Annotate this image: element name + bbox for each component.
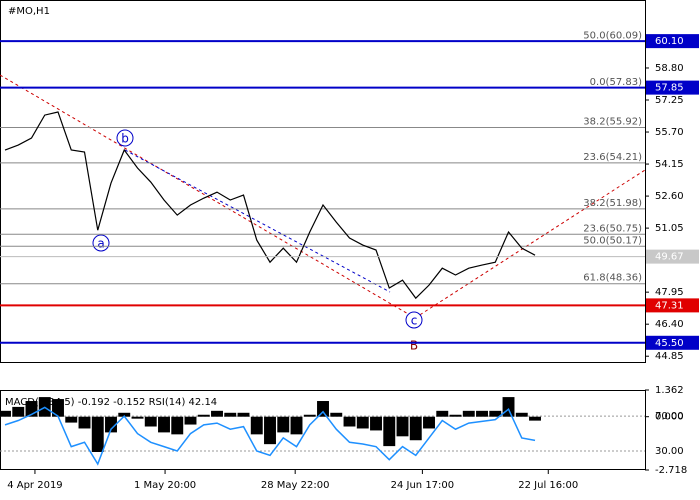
level-box	[646, 335, 699, 350]
macd-bar	[12, 406, 25, 417]
level-label: 57.85	[655, 83, 684, 94]
x-tick-label: 1 May 20:00	[134, 480, 196, 491]
macd-bar	[118, 412, 131, 417]
macd-tick-label: 0.000	[655, 412, 684, 423]
rsi-line	[4, 406, 536, 466]
fib-label: 23.6(50.75)	[583, 223, 642, 234]
rsi-tick-label: 70.00	[655, 411, 684, 422]
fib-label: 50.0(50.17)	[583, 235, 642, 246]
macd-tick-label: -2.718	[655, 465, 687, 476]
wave-label: B	[410, 339, 418, 353]
level-label: 47.31	[655, 300, 684, 311]
wave-circle	[116, 129, 134, 147]
y-tick-label: 55.70	[655, 127, 684, 138]
wave-circle	[405, 311, 423, 329]
macd-tick-label: 1.362	[655, 385, 684, 396]
level-box	[646, 298, 699, 313]
macd-bar	[52, 399, 64, 417]
macd-bar	[171, 416, 184, 435]
level-box	[646, 80, 699, 95]
fib-label: 50.0(60.09)	[583, 30, 642, 41]
macd-bar	[370, 416, 382, 431]
macd-bar	[343, 416, 356, 427]
macd-bar	[0, 410, 11, 417]
macd-bar	[515, 412, 528, 417]
macd-bar	[476, 410, 488, 417]
last-price-box	[646, 249, 699, 264]
wave-circle	[92, 234, 110, 252]
macd-bar	[184, 416, 197, 425]
x-tick-label: 4 Apr 2019	[7, 480, 62, 491]
macd-bar	[197, 414, 210, 417]
macd-bar	[317, 401, 329, 417]
level-label: 45.50	[655, 338, 684, 349]
y-tick-label: 44.85	[655, 351, 684, 362]
sub-panel	[0, 390, 646, 470]
macd-bar	[91, 416, 104, 452]
macd-bar	[436, 410, 449, 417]
macd-bar	[529, 416, 541, 421]
fib-label: 38.2(51.98)	[583, 198, 642, 209]
x-tick-label: 28 May 22:00	[261, 480, 330, 491]
level-label: 60.10	[655, 36, 684, 47]
macd-bar	[409, 416, 422, 441]
wave-label: c	[411, 314, 418, 328]
macd-bar	[423, 416, 435, 429]
x-tick-label: 24 Jun 17:00	[391, 480, 455, 491]
indicator-text: MACD(5,34,5) -0.192 -0.152 RSI(14) 42.14	[5, 397, 217, 408]
main-panel	[0, 0, 646, 363]
y-tick-label: 47.95	[655, 287, 684, 298]
wave-label: a	[97, 237, 104, 251]
macd-bar	[396, 416, 409, 437]
macd-bar	[237, 412, 250, 417]
macd-bar	[356, 416, 369, 429]
macd-bar	[105, 416, 117, 433]
y-tick-label: 57.25	[655, 95, 684, 106]
macd-bar	[449, 414, 462, 417]
macd-bar	[277, 416, 290, 433]
macd-bar	[502, 397, 515, 417]
macd-bar	[65, 416, 78, 423]
last-price-label: 49.67	[655, 252, 684, 263]
macd-bar	[78, 416, 91, 429]
y-tick-label: 52.60	[655, 191, 684, 202]
y-tick-label: 58.80	[655, 63, 684, 74]
fib-label: 61.8(48.36)	[583, 273, 642, 284]
macd-bar	[264, 416, 276, 445]
macd-bar	[383, 416, 396, 447]
macd-bar	[250, 416, 263, 435]
macd-bar	[224, 412, 237, 417]
macd-bar	[330, 412, 343, 417]
macd-bar	[303, 414, 316, 417]
y-tick-label: 51.05	[655, 223, 684, 234]
price-line	[4, 111, 536, 300]
wave-label: b	[121, 132, 129, 146]
fib-label: 0.0(57.83)	[590, 77, 642, 88]
rsi-tick-label: 30.00	[655, 446, 684, 457]
macd-bar	[211, 410, 223, 417]
macd-bar	[158, 416, 170, 433]
macd-bar	[290, 416, 303, 435]
macd-bar	[462, 410, 475, 417]
y-tick-label: 54.15	[655, 159, 684, 170]
chart-title: #MO,H1	[8, 6, 50, 17]
macd-bar	[489, 410, 502, 417]
level-box	[646, 34, 699, 49]
fib-label: 23.6(54.21)	[583, 152, 642, 163]
fib-label: 38.2(55.92)	[583, 116, 642, 127]
y-tick-label: 46.40	[655, 319, 684, 330]
trend-line	[124, 149, 391, 293]
macd-bar	[131, 416, 144, 419]
macd-bar	[144, 416, 157, 427]
macd-bar	[25, 401, 38, 417]
x-tick-label: 22 Jul 16:00	[518, 480, 578, 491]
